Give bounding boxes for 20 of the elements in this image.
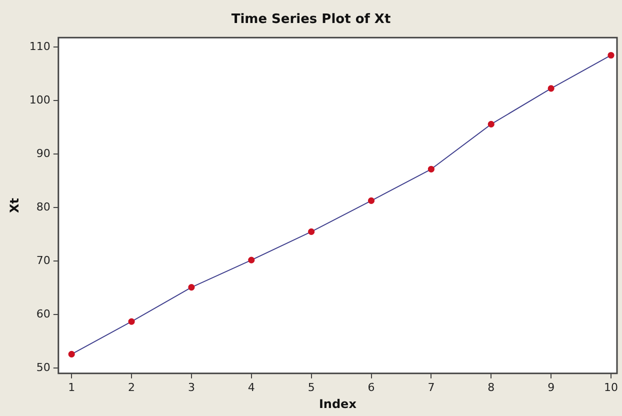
y-tick-label: 90 [36,147,50,160]
y-tick-label: 110 [29,40,50,54]
x-tick-label: 5 [308,380,315,394]
y-tick-label: 60 [36,307,50,320]
y-axis-title: Xt [7,198,22,213]
y-tick-label: 70 [36,254,50,267]
x-tick-label: 3 [188,380,195,394]
y-tick-label: 50 [36,360,50,374]
x-axis-title: Index [318,396,357,411]
x-tick-label: 8 [488,380,495,394]
y-tick-label: 100 [29,94,50,107]
x-tick-label: 4 [248,380,255,394]
y-tick-label: 80 [36,200,50,214]
x-tick-label: 9 [548,380,555,394]
x-tick-label: 6 [368,380,375,394]
x-tick-label: 10 [604,380,618,394]
x-tick-label: 2 [128,380,136,394]
chart-title: Time Series Plot of Xt [231,12,391,28]
x-tick-label: 7 [428,380,435,394]
x-tick-label: 1 [68,380,76,394]
